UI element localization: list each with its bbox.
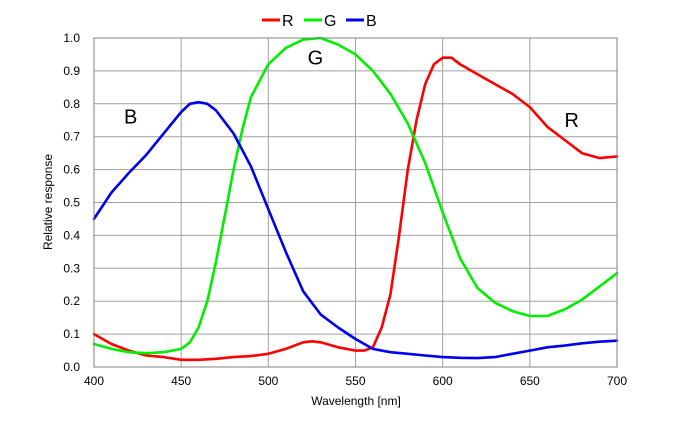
legend-label-b: B [366,13,377,30]
series-line-b [92,100,619,360]
x-tick-label: 650 [520,374,540,388]
y-tick-label: 0.4 [63,228,80,242]
annotation-label-g: G [308,47,324,69]
y-tick-label: 0.0 [63,360,80,374]
y-axis-label: Relative response [41,154,55,250]
x-tick-label: 700 [607,374,627,388]
y-tick-label: 0.2 [63,294,80,308]
y-tick-label: 1.0 [63,31,80,45]
x-tick-label: 400 [84,374,104,388]
x-axis-label: Wavelength [nm] [311,394,401,408]
y-tick-label: 0.5 [63,196,80,210]
y-tick-label: 0.3 [63,261,80,275]
legend-label-r: R [282,13,294,30]
legend-label-g: G [324,13,336,30]
x-tick-label: 450 [171,374,191,388]
y-tick-label: 0.9 [63,64,80,78]
x-tick-label: 550 [345,374,365,388]
y-tick-label: 0.1 [63,327,80,341]
x-tick-label: 600 [433,374,453,388]
annotations: B G R [124,47,579,132]
plot-frame [93,37,618,368]
y-tick-label: 0.6 [63,163,80,177]
tick-labels: 400 450 500 550 600 650 700 0.0 0.1 0.2 0.3 0.4 0.5 0… [63,31,627,388]
y-tick-label: 0.8 [63,97,80,111]
annotation-label-b: B [124,107,137,129]
x-tick-label: 500 [258,374,278,388]
grid [93,37,618,368]
y-tick-label: 0.7 [63,130,80,144]
series-line-r [92,56,619,362]
annotation-label-r: R [564,110,578,132]
